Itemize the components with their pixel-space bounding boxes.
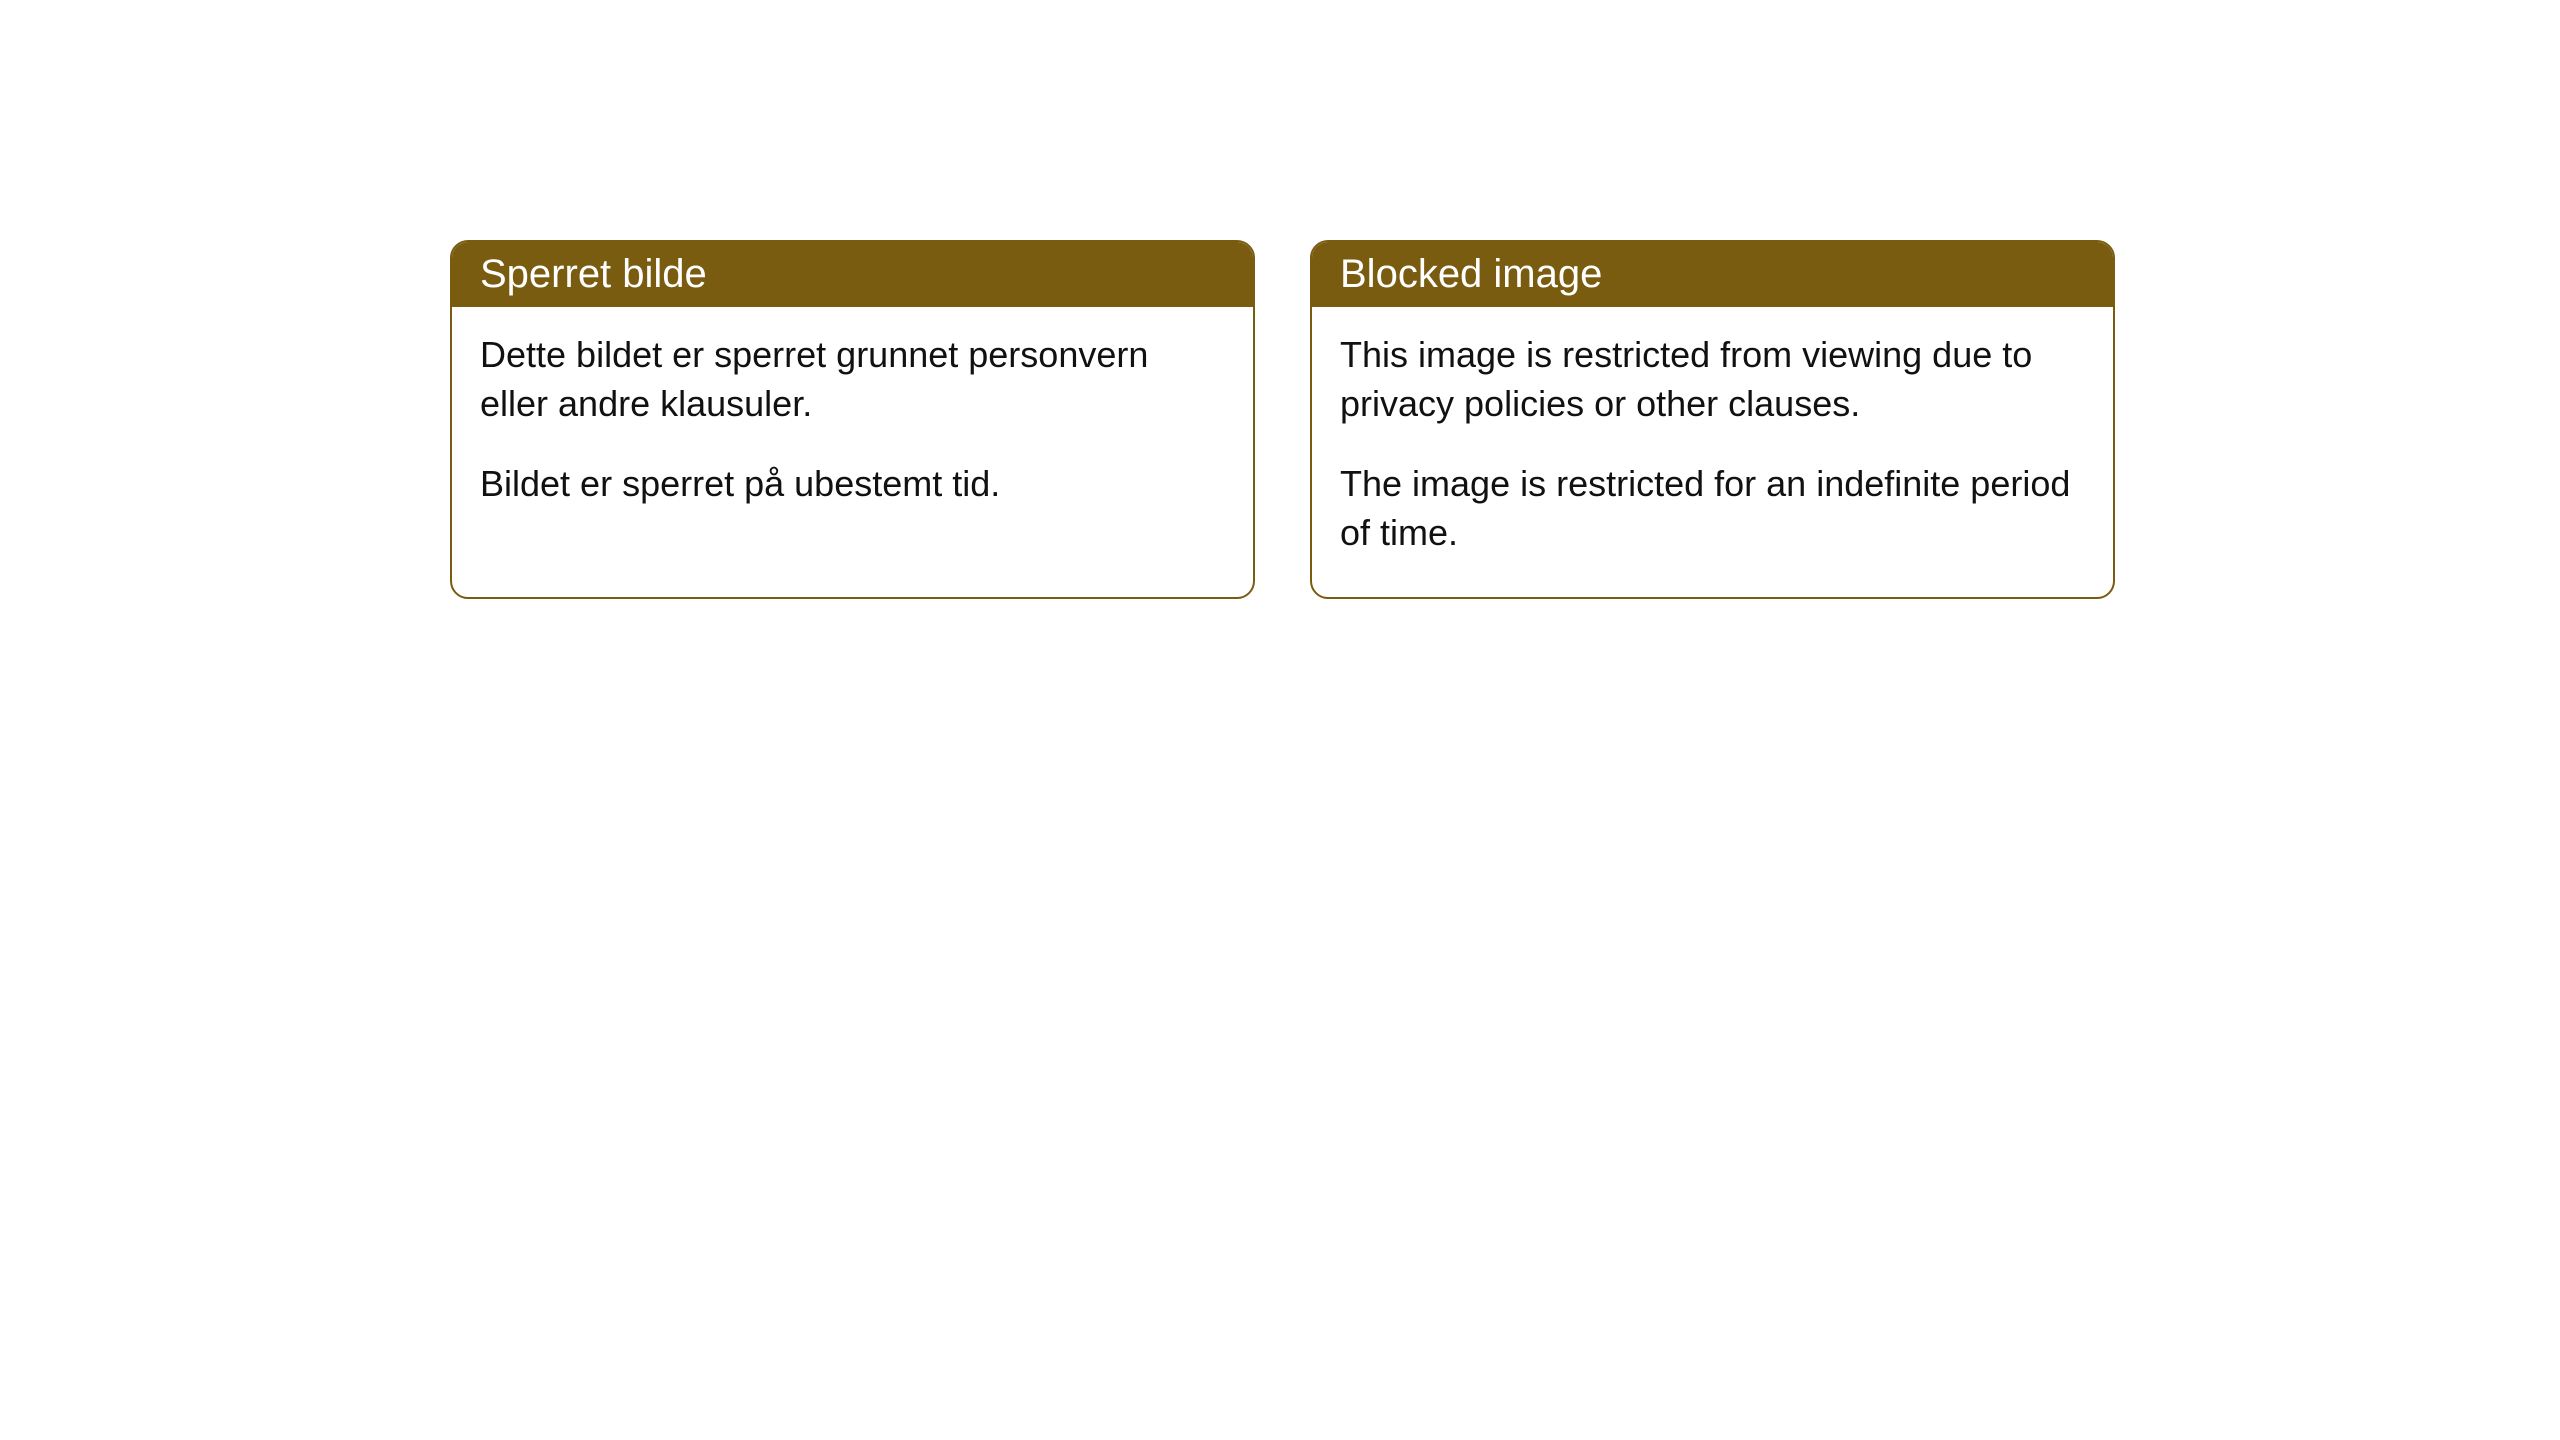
card-title: Sperret bilde <box>480 252 707 296</box>
card-header: Blocked image <box>1312 242 2113 307</box>
notice-cards-container: Sperret bilde Dette bildet er sperret gr… <box>450 240 2115 599</box>
card-paragraph: This image is restricted from viewing du… <box>1340 331 2085 428</box>
card-body: This image is restricted from viewing du… <box>1312 307 2113 597</box>
card-header: Sperret bilde <box>452 242 1253 307</box>
card-paragraph: Bildet er sperret på ubestemt tid. <box>480 460 1225 509</box>
notice-card-norwegian: Sperret bilde Dette bildet er sperret gr… <box>450 240 1255 599</box>
card-body: Dette bildet er sperret grunnet personve… <box>452 307 1253 549</box>
card-paragraph: Dette bildet er sperret grunnet personve… <box>480 331 1225 428</box>
card-title: Blocked image <box>1340 252 1602 296</box>
card-paragraph: The image is restricted for an indefinit… <box>1340 460 2085 557</box>
notice-card-english: Blocked image This image is restricted f… <box>1310 240 2115 599</box>
